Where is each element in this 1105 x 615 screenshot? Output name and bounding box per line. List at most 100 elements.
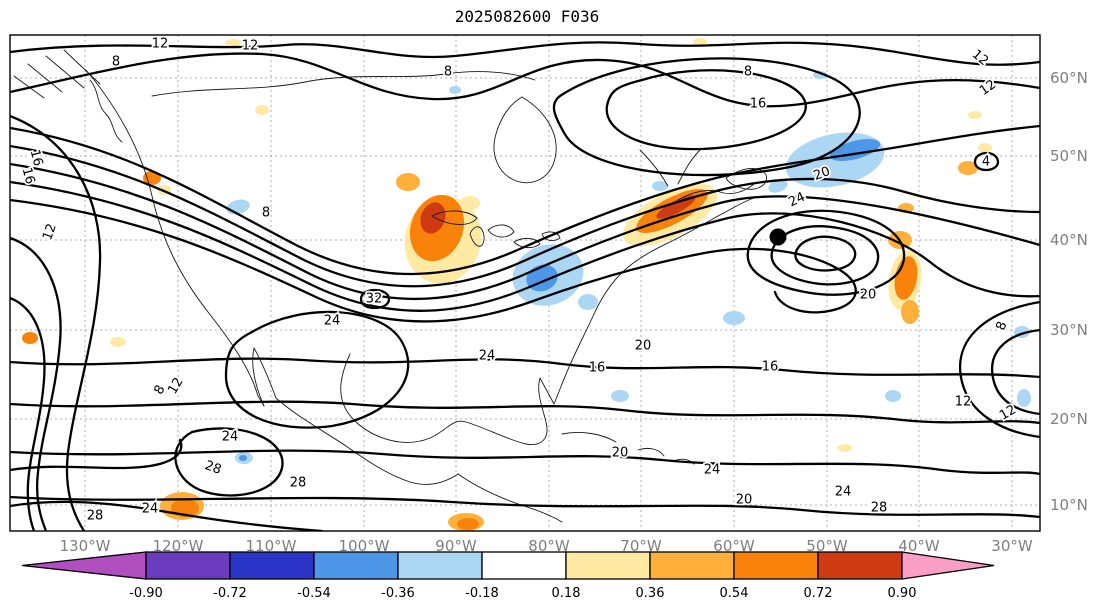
colorbar-tick-label: 0.54 [720, 586, 749, 601]
contour-label: 24 [222, 430, 239, 445]
contour-label: 20 [612, 446, 629, 461]
colorbar-tick-label: 0.90 [888, 586, 917, 601]
x-tick-label: 50°W [806, 537, 848, 555]
contour-line [10, 144, 1040, 288]
y-tick-label: 20°N [1050, 410, 1088, 428]
colorbar-segment [397, 551, 483, 580]
contour-label: 20 [860, 288, 877, 303]
contour-line [10, 357, 1040, 379]
coastline-gulf-east [340, 197, 755, 446]
contour-closed-loop [224, 310, 410, 429]
contour-line [10, 198, 857, 323]
shaded-region [901, 300, 919, 324]
contour-label: 24 [786, 190, 807, 211]
contour-closed-loop [605, 69, 807, 151]
shaded-region [460, 196, 480, 210]
shaded-region [22, 332, 38, 344]
coastline-st-lawrence [677, 183, 755, 201]
contour-label: 16 [19, 166, 38, 186]
x-tick-label: 70°W [620, 537, 662, 555]
contour-line [10, 236, 62, 531]
contour-closed-loop [552, 57, 861, 177]
contour-label: 24 [479, 349, 496, 364]
y-tick-label: 60°N [1050, 69, 1088, 87]
shaded-region [768, 179, 788, 193]
coastline-west [85, 69, 265, 407]
shaded-region [457, 518, 479, 530]
contour-closed-loop [973, 151, 1000, 172]
contour-closed-loop [174, 427, 284, 497]
contour-label: 16 [27, 148, 46, 168]
contour-line [10, 114, 102, 531]
contour-line [10, 41, 1040, 66]
coastline-hudson-bay [493, 96, 557, 184]
contour-label: 8 [444, 65, 452, 80]
contour-line [10, 500, 324, 531]
contour-label: 12 [40, 222, 60, 243]
contour-label: 20 [635, 339, 652, 354]
contour-label: 24 [835, 485, 852, 500]
colorbar-tick-label: 0.36 [636, 586, 665, 601]
contour-label: 24 [142, 502, 159, 517]
contour-line [10, 400, 1040, 425]
y-axis-tick-labels: 60°N 50°N 40°N 30°N 20°N 10°N [1050, 69, 1088, 514]
colorbar-tick-label: 0.18 [552, 586, 581, 601]
shaded-region [396, 173, 420, 191]
contour-lines [10, 41, 1040, 531]
colorbar-segment [565, 551, 651, 580]
shaded-region [813, 71, 827, 79]
x-tick-label: 30°W [991, 537, 1033, 555]
shaded-region [225, 39, 241, 47]
colorbar-segment [313, 551, 399, 580]
contour-label: 24 [324, 314, 341, 329]
contour-line [10, 180, 1040, 312]
shaded-region [449, 86, 461, 94]
colorbar-tick-label: -0.36 [381, 586, 415, 601]
x-tick-label: 60°W [713, 537, 755, 555]
x-axis-tick-labels: 130°W 120°W 110°W 100°W 90°W 80°W 70°W 60°W 50°W… [60, 537, 1033, 555]
shaded-region [723, 311, 745, 325]
shaded-region [652, 181, 668, 191]
colorbar-tick-label: -0.18 [465, 586, 499, 601]
contour-label: 16 [750, 97, 767, 112]
shaded-region [885, 390, 901, 402]
coastline-mexico [275, 397, 459, 485]
shaded-region [693, 38, 707, 46]
coastline-baja [252, 347, 277, 407]
shaded-region [611, 390, 629, 402]
chart-title: 2025082600 F036 [455, 7, 600, 26]
contour-label: 12 [969, 47, 991, 69]
contour-label: 12 [955, 395, 972, 410]
labrador-coast [639, 149, 701, 187]
contour-line [10, 52, 1040, 108]
colorbar-segment [229, 551, 315, 580]
colorbar-tick-label: 0.72 [804, 586, 833, 601]
shaded-region [239, 455, 247, 461]
coastline-newfoundland [725, 167, 767, 190]
contour-line [991, 328, 1040, 416]
y-tick-label: 30°N [1050, 321, 1088, 339]
contour-line [959, 300, 1040, 439]
shaded-region [171, 499, 199, 517]
black-dot-marker [769, 228, 787, 246]
contour-closed-loop [746, 209, 906, 296]
contour-label: 28 [290, 476, 307, 491]
contour-closed-loop [770, 225, 880, 286]
great-lakes [431, 210, 561, 249]
shaded-region [255, 105, 269, 115]
contour-label: 28 [203, 458, 224, 478]
shaded-region [420, 202, 446, 234]
colorbar-segment [649, 551, 735, 580]
x-tick-label: 40°W [898, 537, 940, 555]
colorbar-segment [481, 551, 567, 580]
colorbar-arrow-right [901, 551, 995, 580]
x-tick-label: 100°W [339, 537, 390, 555]
colorbar-arrow-left [21, 551, 147, 580]
shaded-region [578, 294, 598, 310]
shaded-region [1017, 389, 1031, 407]
contour-closed-loop [794, 235, 857, 272]
shaded-region [978, 143, 992, 153]
y-tick-label: 40°N [1050, 231, 1088, 249]
colorbar-segment [817, 551, 903, 580]
